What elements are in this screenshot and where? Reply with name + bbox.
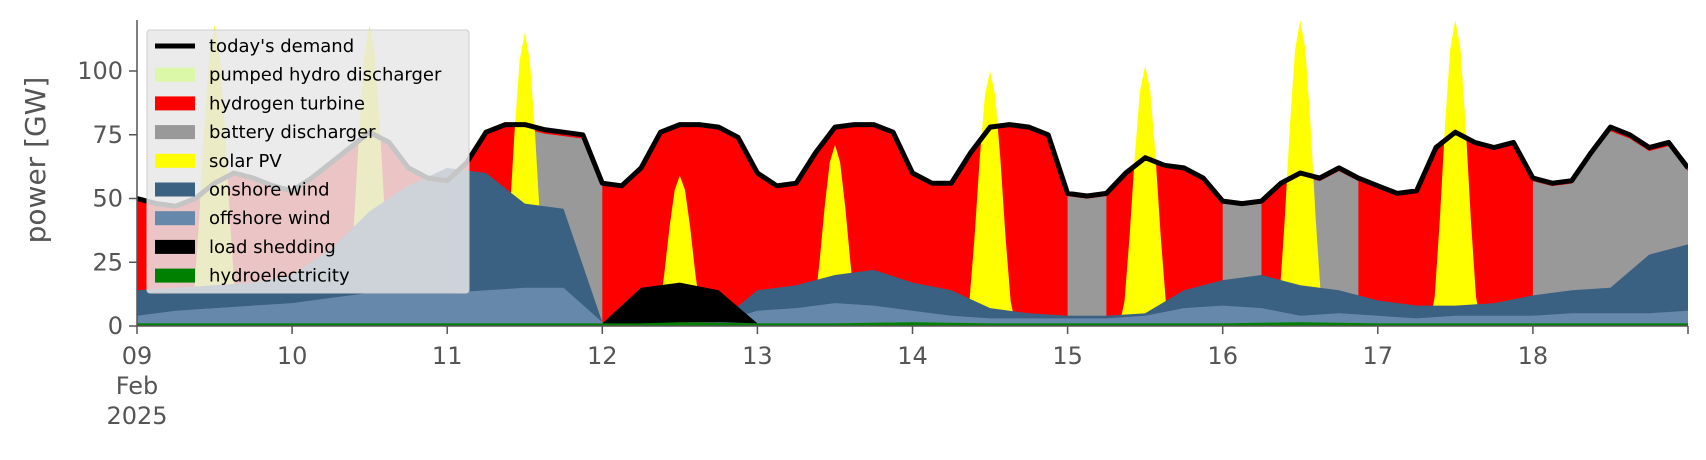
legend-swatch <box>155 96 195 111</box>
legend-label: offshore wind <box>209 208 331 229</box>
y-axis-label: power [GW] <box>19 77 52 244</box>
y-tick-label: 50 <box>92 185 123 213</box>
battery-discharger-area-4 <box>1067 196 1107 326</box>
x-tick-year: 2025 <box>106 402 167 430</box>
y-tick-label: 0 <box>108 312 123 340</box>
legend-box <box>146 29 470 294</box>
legend-swatch <box>155 268 195 283</box>
legend-label: load shedding <box>209 237 336 258</box>
y-tick-label: 25 <box>92 248 123 276</box>
x-tick-label: 13 <box>742 342 773 370</box>
x-tick-month: Feb <box>116 372 159 400</box>
x-tick-label: 16 <box>1207 342 1238 370</box>
legend-label: today's demand <box>209 36 354 57</box>
offshore-wind-area <box>137 287 1688 326</box>
hydroelectricity-area <box>137 322 1688 326</box>
legend-swatch <box>155 211 195 226</box>
x-tick-label: 18 <box>1518 342 1549 370</box>
onshore-wind-area <box>137 167 1688 326</box>
y-tick-label: 100 <box>77 57 123 85</box>
solar-pv-area-6 <box>1119 65 1171 326</box>
legend-label: solar PV <box>209 151 282 172</box>
legend-label: hydroelectricity <box>209 266 350 287</box>
x-tick-label: 15 <box>1052 342 1083 370</box>
x-tick-label: 09 <box>122 342 153 370</box>
legend-label: pumped hydro discharger <box>209 65 442 86</box>
solar-pv-area-8 <box>1429 20 1482 326</box>
load-shedding-area <box>602 282 758 324</box>
legend-label: hydrogen turbine <box>209 93 365 114</box>
legend-swatch <box>155 125 195 140</box>
legend-swatch <box>155 67 195 82</box>
x-tick-label: 11 <box>432 342 463 370</box>
x-tick-label: 14 <box>897 342 928 370</box>
solar-pv-area-5 <box>964 71 1016 326</box>
x-tick-label: 10 <box>277 342 308 370</box>
legend-swatch <box>155 182 195 197</box>
legend-label: onshore wind <box>209 180 330 201</box>
y-tick-label: 75 <box>92 121 123 149</box>
legend: today's demand pumped hydro discharger hyd… <box>146 29 470 294</box>
legend-swatch <box>155 153 195 168</box>
legend-swatch <box>155 239 195 254</box>
x-tick-label: 17 <box>1363 342 1394 370</box>
legend-label: battery discharger <box>209 122 376 143</box>
x-tick-label: 12 <box>587 342 618 370</box>
